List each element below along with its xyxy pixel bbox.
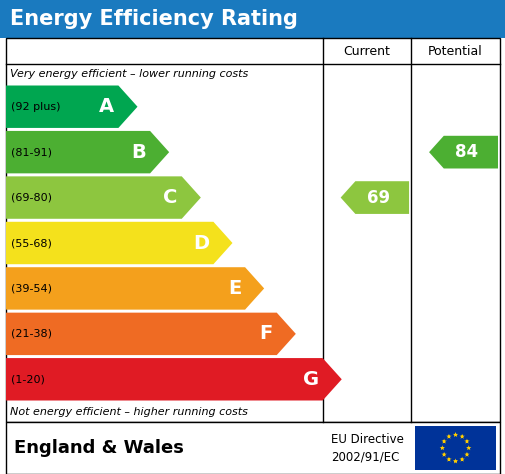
Polygon shape <box>6 222 232 264</box>
Bar <box>414 426 495 470</box>
Text: E: E <box>227 279 240 298</box>
Polygon shape <box>459 434 464 439</box>
Polygon shape <box>6 176 200 219</box>
Text: 84: 84 <box>454 143 477 161</box>
Text: (81-91): (81-91) <box>11 147 52 157</box>
Text: (55-68): (55-68) <box>11 238 52 248</box>
Text: (21-38): (21-38) <box>11 329 52 339</box>
Text: (92 plus): (92 plus) <box>11 102 61 112</box>
Bar <box>0 0 505 38</box>
Text: (69-80): (69-80) <box>11 192 52 202</box>
Text: C: C <box>163 188 177 207</box>
Polygon shape <box>465 445 471 450</box>
Polygon shape <box>340 181 408 214</box>
Polygon shape <box>445 434 450 439</box>
Text: Potential: Potential <box>427 45 482 57</box>
Polygon shape <box>6 131 169 173</box>
Text: Current: Current <box>343 45 389 57</box>
Text: Very energy efficient – lower running costs: Very energy efficient – lower running co… <box>10 69 248 79</box>
Polygon shape <box>6 313 295 355</box>
Text: Energy Efficiency Rating: Energy Efficiency Rating <box>10 9 297 29</box>
Polygon shape <box>6 358 341 401</box>
Polygon shape <box>445 456 450 462</box>
Polygon shape <box>440 438 446 444</box>
Polygon shape <box>452 432 458 437</box>
Polygon shape <box>428 136 497 168</box>
Polygon shape <box>464 438 469 444</box>
Text: EU Directive
2002/91/EC: EU Directive 2002/91/EC <box>330 433 402 463</box>
Bar <box>6 422 499 474</box>
Text: England & Wales: England & Wales <box>14 439 183 457</box>
Text: 69: 69 <box>366 189 389 207</box>
Text: D: D <box>193 234 209 253</box>
Text: (1-20): (1-20) <box>11 374 45 384</box>
Text: Not energy efficient – higher running costs: Not energy efficient – higher running co… <box>10 407 247 417</box>
Polygon shape <box>464 452 469 457</box>
Text: G: G <box>302 370 318 389</box>
Text: (39-54): (39-54) <box>11 283 52 293</box>
Bar <box>6 38 499 422</box>
Polygon shape <box>6 85 137 128</box>
Polygon shape <box>440 452 446 457</box>
Polygon shape <box>6 267 264 310</box>
Text: A: A <box>99 97 114 116</box>
Text: F: F <box>259 324 272 343</box>
Polygon shape <box>459 456 464 462</box>
Polygon shape <box>439 445 444 450</box>
Polygon shape <box>452 458 458 464</box>
Text: B: B <box>131 143 146 162</box>
